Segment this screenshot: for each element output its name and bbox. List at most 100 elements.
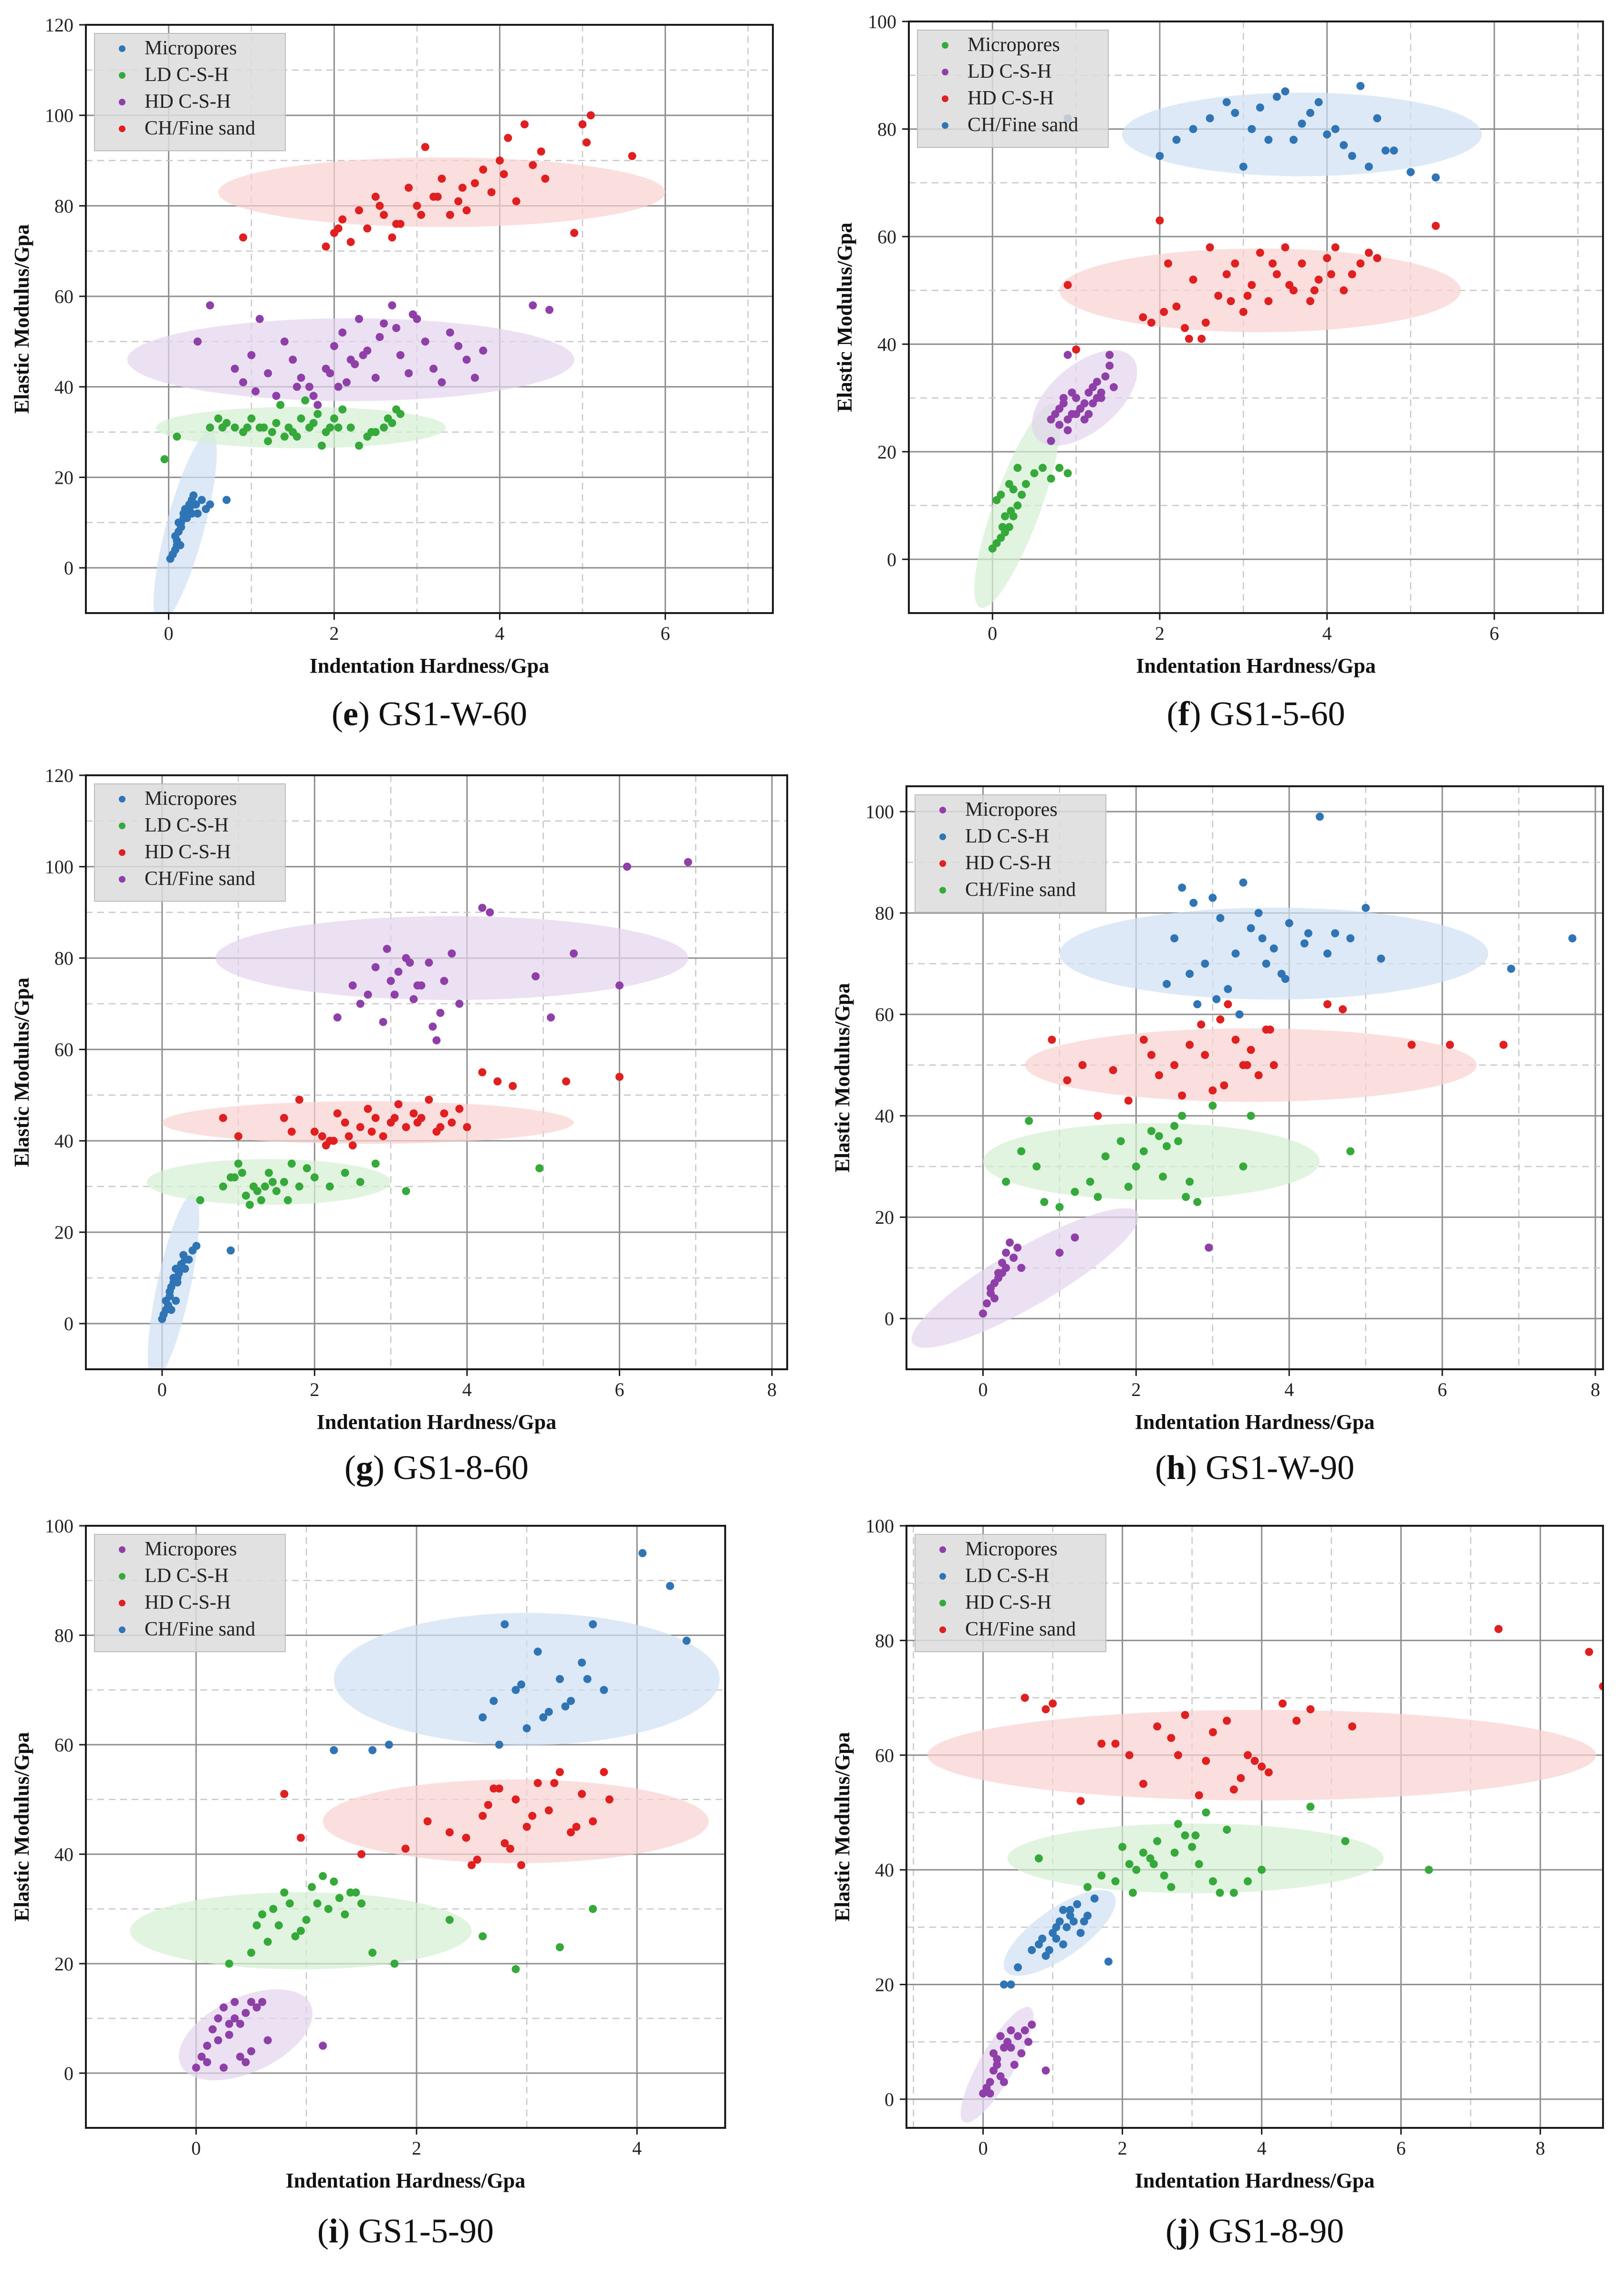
legend-marker bbox=[939, 1600, 946, 1606]
data-point bbox=[274, 1921, 283, 1930]
legend-label: LD C-S-H bbox=[145, 814, 229, 836]
data-point bbox=[1331, 929, 1339, 938]
y-tick-label: 40 bbox=[54, 376, 73, 398]
data-point bbox=[533, 1779, 542, 1787]
data-point bbox=[1339, 1005, 1347, 1014]
data-point bbox=[448, 949, 456, 958]
data-point bbox=[570, 229, 579, 237]
y-tick-label: 20 bbox=[54, 1222, 73, 1243]
legend-label: LD C-S-H bbox=[145, 64, 229, 86]
data-point bbox=[993, 2061, 1001, 2069]
legend-marker bbox=[119, 99, 125, 105]
legend-marker bbox=[119, 45, 125, 52]
data-point bbox=[1028, 1946, 1036, 1954]
data-point bbox=[177, 1264, 186, 1273]
data-point bbox=[1189, 275, 1197, 284]
legend-label: Micropores bbox=[968, 34, 1060, 56]
data-point bbox=[355, 441, 364, 450]
data-point bbox=[225, 1959, 233, 1968]
data-point bbox=[247, 1998, 256, 2006]
data-point bbox=[198, 496, 206, 504]
x-axis-label: Indentation Hardness/Gpa bbox=[310, 654, 549, 677]
data-point bbox=[371, 1159, 380, 1168]
data-point bbox=[1499, 1041, 1508, 1049]
legend-label: CH/Fine sand bbox=[965, 1618, 1076, 1640]
data-point bbox=[1147, 318, 1156, 327]
data-point bbox=[495, 156, 504, 165]
data-point bbox=[333, 1013, 342, 1022]
data-point bbox=[1346, 934, 1355, 943]
data-point bbox=[1237, 1774, 1245, 1782]
data-point bbox=[276, 401, 285, 409]
data-point bbox=[338, 405, 347, 414]
data-point bbox=[193, 509, 202, 518]
data-point bbox=[1167, 1883, 1176, 1891]
data-point bbox=[1048, 1035, 1056, 1044]
data-point bbox=[1250, 1757, 1259, 1765]
legend: Micropores LD C-S-H HD C-S-H CH/Fine sand bbox=[94, 1534, 286, 1652]
series-ch-fine-sand bbox=[1063, 82, 1440, 182]
data-point bbox=[292, 432, 301, 441]
data-point bbox=[1205, 1243, 1213, 1252]
series-hd-c-s-h bbox=[1034, 1802, 1433, 1897]
data-point bbox=[192, 500, 200, 509]
data-point bbox=[225, 2031, 233, 2039]
data-point bbox=[1331, 125, 1340, 133]
data-point bbox=[1272, 270, 1281, 279]
data-point bbox=[998, 1269, 1007, 1277]
data-point bbox=[1160, 308, 1168, 316]
panel-caption: (h) GS1-W-90 bbox=[1155, 1448, 1354, 1487]
data-point bbox=[1181, 1831, 1189, 1840]
legend: Micropores LD C-S-H HD C-S-H CH/Fine sand bbox=[917, 30, 1109, 148]
data-point bbox=[1264, 135, 1273, 144]
data-point bbox=[433, 192, 442, 201]
data-point bbox=[338, 328, 347, 337]
data-point bbox=[1189, 125, 1197, 133]
data-point bbox=[348, 981, 357, 990]
data-point bbox=[257, 1196, 265, 1205]
data-point bbox=[390, 1114, 399, 1122]
data-point bbox=[264, 437, 272, 446]
data-point bbox=[1125, 1860, 1134, 1868]
data-point bbox=[1013, 501, 1022, 510]
data-point bbox=[1262, 959, 1270, 968]
series-ld-c-s-h bbox=[196, 1159, 544, 1209]
legend: Micropores LD C-S-H HD C-S-H CH/Fine sand bbox=[915, 1534, 1106, 1652]
data-point bbox=[402, 1187, 410, 1195]
cluster-ellipse bbox=[178, 1989, 313, 2081]
x-tick-label: 4 bbox=[632, 2137, 642, 2159]
data-point bbox=[289, 355, 297, 364]
data-point bbox=[1229, 1785, 1238, 1794]
data-point bbox=[1028, 2021, 1036, 2029]
series-micropores bbox=[166, 491, 231, 563]
data-point bbox=[1101, 1152, 1110, 1161]
data-point bbox=[1208, 894, 1217, 902]
data-point bbox=[335, 1894, 344, 1902]
legend: Micropores LD C-S-H HD C-S-H CH/Fine sand bbox=[915, 794, 1106, 913]
data-point bbox=[1231, 1035, 1240, 1044]
data-point bbox=[440, 977, 448, 985]
data-point bbox=[344, 1132, 353, 1141]
data-point bbox=[1010, 2061, 1019, 2069]
y-tick-label: 60 bbox=[54, 1039, 73, 1061]
data-point bbox=[1178, 884, 1187, 892]
data-point bbox=[247, 351, 256, 359]
data-point bbox=[330, 342, 338, 350]
series-hd-c-s-h bbox=[280, 1768, 614, 1869]
data-point bbox=[1306, 109, 1314, 117]
data-point bbox=[247, 1948, 256, 1957]
data-point bbox=[406, 958, 414, 967]
legend-box bbox=[915, 1534, 1106, 1652]
data-point bbox=[1381, 146, 1390, 155]
data-point bbox=[1174, 1137, 1183, 1146]
data-point bbox=[392, 219, 401, 228]
data-point bbox=[162, 1296, 170, 1305]
plot-marks bbox=[146, 858, 692, 1369]
data-point bbox=[1073, 1900, 1082, 1908]
y-tick-label: 80 bbox=[54, 195, 73, 217]
data-point bbox=[272, 419, 281, 427]
data-point bbox=[388, 233, 396, 242]
data-point bbox=[380, 210, 388, 219]
series-hd-c-s-h bbox=[1048, 1000, 1508, 1120]
data-point bbox=[1507, 965, 1515, 973]
